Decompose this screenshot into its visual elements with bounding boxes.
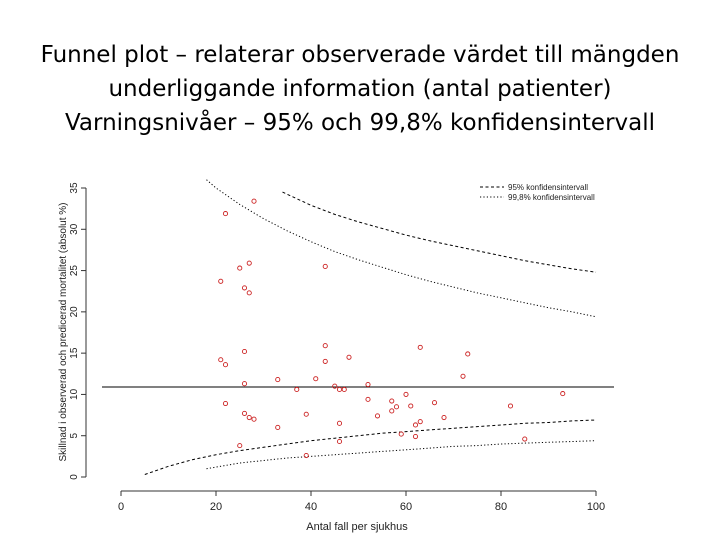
slide-title-line-2: underliggande information (antal patient… bbox=[108, 76, 612, 102]
confidence-limit-lower-998 bbox=[206, 440, 597, 470]
data-point bbox=[251, 416, 257, 422]
legend-label: 99,8% konfidensintervall bbox=[508, 193, 595, 202]
data-point bbox=[322, 263, 328, 269]
data-point bbox=[237, 265, 243, 271]
legend-label: 95% konfidensintervall bbox=[508, 183, 588, 192]
data-point bbox=[398, 431, 404, 437]
data-point bbox=[374, 413, 381, 419]
data-point bbox=[237, 443, 243, 449]
data-point bbox=[218, 357, 224, 363]
data-point bbox=[346, 354, 352, 360]
data-point bbox=[389, 408, 395, 414]
data-point bbox=[393, 404, 400, 410]
data-point bbox=[322, 343, 328, 349]
data-point bbox=[341, 386, 347, 393]
data-point bbox=[408, 403, 414, 409]
data-point bbox=[303, 411, 309, 417]
data-point bbox=[336, 438, 343, 445]
confidence-limit-upper-95 bbox=[282, 191, 597, 273]
data-point bbox=[246, 414, 252, 421]
x-tick-label: 0 bbox=[118, 501, 124, 513]
data-point bbox=[294, 386, 300, 393]
data-point bbox=[403, 391, 409, 397]
data-point bbox=[336, 386, 343, 393]
axes: 0 20 40 60 80 100 0 5 10 15 20 25 30 35 bbox=[69, 182, 605, 513]
data-point bbox=[522, 436, 528, 442]
x-tick-label: 80 bbox=[495, 501, 507, 513]
data-point bbox=[507, 403, 514, 409]
data-point bbox=[412, 433, 419, 440]
data-point bbox=[303, 452, 309, 459]
data-point bbox=[241, 348, 248, 355]
data-point bbox=[222, 211, 229, 217]
y-tick-label: 0 bbox=[69, 474, 80, 480]
data-point bbox=[222, 362, 229, 368]
y-tick-label: 15 bbox=[69, 347, 80, 359]
confidence-limit-lower-95 bbox=[144, 419, 597, 475]
data-point bbox=[246, 290, 252, 296]
data-point bbox=[241, 381, 248, 387]
data-point bbox=[241, 410, 248, 416]
x-tick-label: 40 bbox=[305, 501, 317, 513]
y-tick-label: 30 bbox=[69, 223, 80, 235]
y-axis-label: Skillnad i observerad och predicerad mor… bbox=[58, 202, 69, 461]
data-points bbox=[218, 198, 566, 459]
data-point bbox=[560, 391, 566, 397]
data-point bbox=[275, 424, 281, 431]
data-point bbox=[365, 381, 371, 388]
data-point bbox=[431, 400, 438, 406]
x-tick-label: 100 bbox=[587, 501, 605, 513]
data-point bbox=[322, 358, 328, 364]
data-point bbox=[313, 376, 319, 382]
data-point bbox=[465, 351, 471, 357]
data-point bbox=[336, 420, 343, 426]
data-point bbox=[251, 198, 257, 204]
data-point bbox=[412, 422, 419, 428]
data-point bbox=[218, 278, 224, 284]
data-point bbox=[389, 398, 395, 404]
data-point bbox=[441, 414, 447, 421]
confidence-lines bbox=[102, 179, 614, 475]
data-point bbox=[241, 285, 248, 291]
x-tick-label: 20 bbox=[210, 501, 222, 513]
data-point bbox=[417, 344, 423, 350]
slide-title-line-1: Funnel plot – relaterar observerade värd… bbox=[40, 42, 680, 68]
slide-title-line-3: Varningsnivåer – 95% och 99,8% konfidens… bbox=[64, 110, 656, 136]
data-point bbox=[222, 400, 229, 407]
data-point bbox=[246, 260, 252, 266]
y-tick-label: 5 bbox=[69, 432, 80, 438]
x-axis-label: Antal fall per sjukhus bbox=[306, 521, 408, 533]
data-point bbox=[332, 383, 338, 389]
y-tick-label: 20 bbox=[69, 306, 80, 318]
data-point bbox=[275, 377, 281, 383]
data-point bbox=[417, 419, 423, 425]
slide-title: Funnel plot – relaterar observerade värd… bbox=[0, 38, 720, 140]
y-tick-label: 10 bbox=[69, 388, 80, 400]
y-tick-label: 35 bbox=[69, 182, 80, 194]
data-point bbox=[460, 373, 466, 379]
data-point bbox=[365, 396, 371, 402]
x-tick-label: 60 bbox=[400, 501, 412, 513]
y-tick-label: 25 bbox=[69, 265, 80, 277]
